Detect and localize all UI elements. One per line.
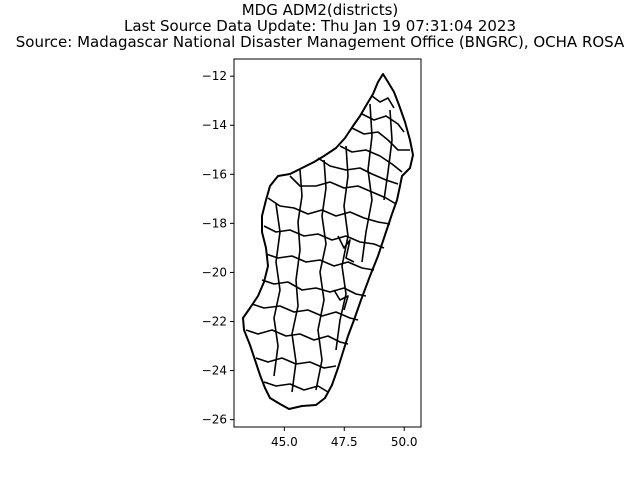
title-line-2: Last Source Data Update: Thu Jan 19 07:3…: [123, 17, 517, 35]
y-tick-label: −18: [202, 216, 227, 230]
district-boundaries: [245, 95, 410, 393]
y-axis: −12 −14 −16 −18 −20 −22 −24 −26: [202, 69, 234, 427]
axes-frame: [233, 58, 422, 428]
y-tick-label: −26: [202, 413, 227, 427]
x-tick-label: 47.5: [331, 435, 358, 449]
title-line-3: Source: Madagascar National Disaster Man…: [15, 33, 625, 51]
y-tick-label: −16: [202, 167, 227, 181]
y-tick-label: −14: [202, 118, 227, 132]
y-tick-label: −22: [202, 315, 227, 329]
y-tick-label: −24: [202, 364, 227, 378]
x-axis: 45.0 47.5 50.0: [271, 427, 418, 449]
title-line-1: MDG ADM2(districts): [241, 1, 399, 19]
y-tick-label: −12: [202, 69, 227, 83]
madagascar-districts-map: [242, 73, 414, 410]
x-tick-label: 50.0: [391, 435, 418, 449]
x-tick-label: 45.0: [271, 435, 298, 449]
y-tick-label: −20: [202, 265, 227, 279]
map-title: MDG ADM2(districts) Last Source Data Upd…: [0, 2, 640, 50]
country-outline: [242, 73, 414, 410]
